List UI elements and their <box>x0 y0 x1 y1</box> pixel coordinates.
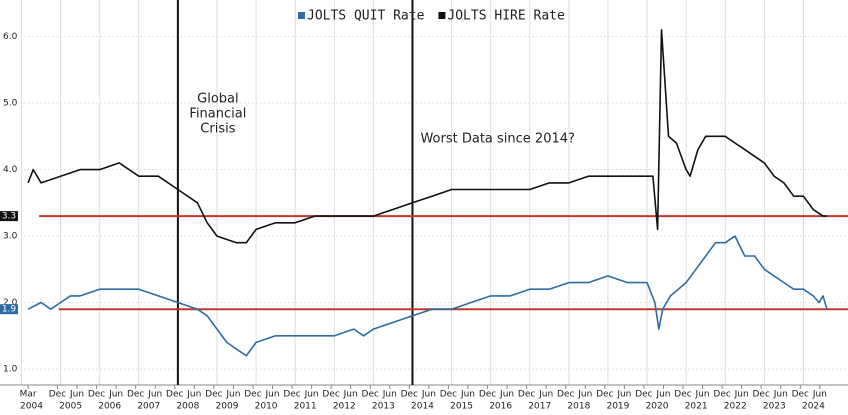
x-month-label: Jun <box>225 390 240 400</box>
x-month-label: Dec <box>49 390 66 400</box>
legend-label: JOLTS HIRE Rate <box>447 9 565 24</box>
annotation: Crisis <box>200 122 235 137</box>
x-month-label: Jun <box>812 390 827 400</box>
x-year-label: 2011 <box>294 402 317 412</box>
x-year-label: 2013 <box>372 402 395 412</box>
x-year-label: 2007 <box>137 402 160 412</box>
legend-swatch <box>438 12 446 19</box>
y-tick-label: 5.0 <box>3 99 18 109</box>
x-year-label: 2017 <box>528 402 551 412</box>
x-month-label: Jun <box>186 390 201 400</box>
series-line <box>27 235 828 357</box>
x-year-label: 2018 <box>567 402 590 412</box>
legend-swatch <box>298 12 305 19</box>
x-year-label: 2004 <box>20 402 43 412</box>
x-month-label: Jun <box>695 390 710 400</box>
x-year-label: 2023 <box>763 402 786 412</box>
x-month-label: Dec <box>479 390 496 400</box>
x-month-label: Dec <box>792 390 809 400</box>
x-month-label: Dec <box>322 390 339 400</box>
x-month-label: Dec <box>674 390 691 400</box>
x-month-label: Dec <box>362 390 379 400</box>
annotation: Financial <box>189 107 246 122</box>
x-month-label: Jun <box>734 390 749 400</box>
x-month-label: Dec <box>244 390 261 400</box>
x-month-label: Dec <box>283 390 300 400</box>
x-month-label: Dec <box>205 390 222 400</box>
x-month-label: Dec <box>557 390 574 400</box>
x-year-label: 2005 <box>59 402 82 412</box>
x-month-label: Jun <box>577 390 592 400</box>
y-tick-label: 6.0 <box>3 32 18 42</box>
x-month-label: Dec <box>166 390 183 400</box>
x-month-label: Dec <box>635 390 652 400</box>
reference-tag <box>0 304 18 315</box>
x-year-label: 2015 <box>450 402 473 412</box>
x-month-label: Dec <box>518 390 535 400</box>
reference-tag-label: 3.3 <box>2 212 16 222</box>
x-year-label: 2020 <box>646 402 669 412</box>
x-year-label: 2021 <box>685 402 708 412</box>
x-month-label: Jun <box>460 390 475 400</box>
legend-label: JOLTS QUIT Rate <box>307 9 425 24</box>
x-month-label: Jun <box>108 390 123 400</box>
y-tick-label: 3.0 <box>3 232 18 242</box>
x-year-label: 2010 <box>255 402 278 412</box>
y-tick-label: 2.0 <box>3 298 18 308</box>
x-year-label: 2024 <box>802 402 825 412</box>
x-month-label: Dec <box>401 390 418 400</box>
x-month-label: Jun <box>499 390 514 400</box>
annotation: Global <box>197 92 238 107</box>
x-year-label: 2016 <box>489 402 512 412</box>
x-year-label: 2012 <box>333 402 356 412</box>
x-month-label: Jun <box>655 390 670 400</box>
x-month-label: Jun <box>343 390 358 400</box>
series-line <box>27 29 827 244</box>
x-month-label: Jun <box>538 390 553 400</box>
x-month-label: Dec <box>596 390 613 400</box>
x-year-label: 2008 <box>176 402 199 412</box>
x-month-label: Jun <box>616 390 631 400</box>
x-month-label: Dec <box>88 390 105 400</box>
x-month-label: Jun <box>421 390 436 400</box>
x-month-label: Jun <box>382 390 397 400</box>
x-month-label: Jun <box>147 390 162 400</box>
x-month-label: Mar <box>20 390 37 400</box>
x-month-label: Jun <box>304 390 319 400</box>
x-year-label: 2014 <box>411 402 434 412</box>
y-tick-label: 4.0 <box>3 165 18 175</box>
x-month-label: Jun <box>69 390 84 400</box>
x-month-label: Jun <box>264 390 279 400</box>
x-month-label: Jun <box>773 390 788 400</box>
x-month-label: Dec <box>752 390 769 400</box>
x-year-label: 2006 <box>98 402 121 412</box>
reference-tag-label: 1.9 <box>2 305 17 315</box>
x-month-label: Dec <box>713 390 730 400</box>
reference-tag <box>0 211 18 222</box>
x-year-label: 2019 <box>606 402 629 412</box>
x-year-label: 2009 <box>216 402 239 412</box>
x-month-label: Dec <box>127 390 144 400</box>
annotation: Worst Data since 2014? <box>420 132 574 147</box>
x-year-label: 2022 <box>724 402 747 412</box>
x-month-label: Dec <box>440 390 457 400</box>
y-tick-label: 1.0 <box>3 365 18 375</box>
